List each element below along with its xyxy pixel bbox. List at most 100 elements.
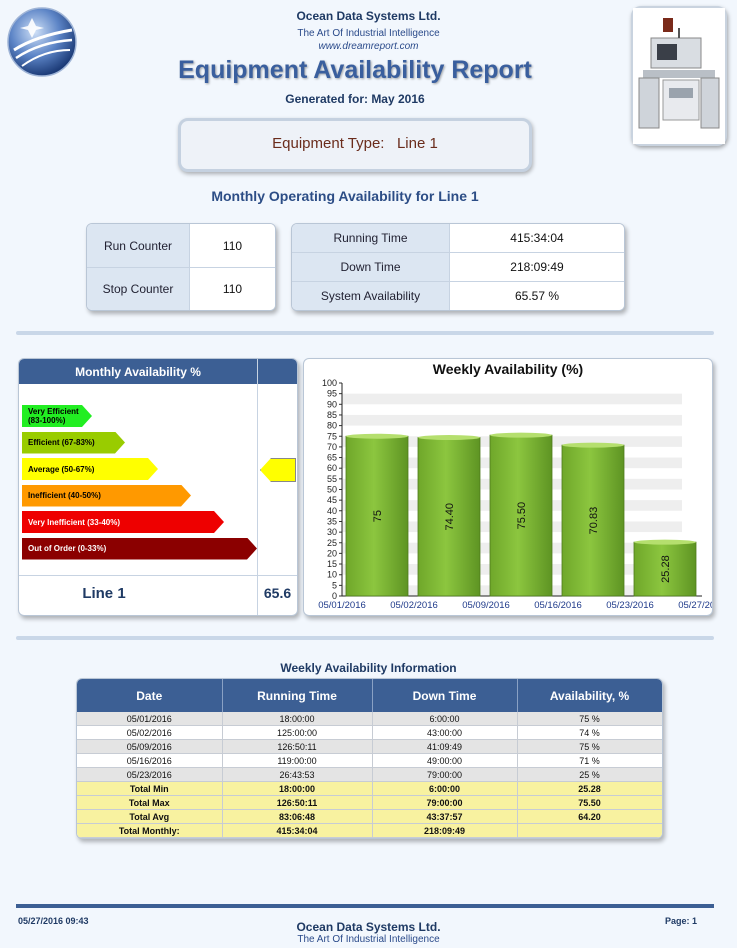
- grid-band: [342, 414, 682, 426]
- monthly-availability-panel: Monthly Availability % Very Efficient (8…: [18, 358, 298, 616]
- equipment-type-value: Line 1: [396, 135, 438, 152]
- monthly-availability-header-right: [258, 359, 297, 384]
- table-cell: 05/01/2016: [77, 712, 223, 726]
- table-cell: 05/02/2016: [77, 725, 223, 740]
- table-cell: 05/16/2016: [77, 753, 223, 768]
- footer-tagline: The Art Of Industrial Intelligence: [297, 934, 440, 945]
- y-tick-label: 5: [332, 580, 337, 590]
- table-cell: 43:00:00: [372, 725, 518, 740]
- chart-title: Weekly Availability (%): [432, 361, 584, 377]
- bar: [633, 541, 697, 597]
- summary-row: Total Min 18:00:00 6:00:00 25.28: [77, 781, 662, 796]
- y-tick-label: 45: [327, 495, 337, 505]
- footer-divider: [16, 904, 714, 908]
- summary-cell: Total Min: [77, 781, 223, 796]
- table-title: Weekly Availability Information: [280, 661, 457, 675]
- bar: [345, 435, 409, 597]
- footer-company: Ocean Data Systems Ltd.: [296, 920, 441, 934]
- summary-cell: Total Max: [77, 795, 223, 810]
- section-divider: [16, 331, 714, 335]
- company-name: Ocean Data Systems Ltd.: [296, 9, 441, 23]
- efficiency-level: Efficient (67-83%): [22, 432, 125, 454]
- monthly-availability-title: Monthly Availability %: [19, 359, 257, 384]
- summary-cell: 218:09:49: [372, 823, 518, 838]
- bar-cap: [490, 432, 552, 438]
- summary-cell: 43:37:57: [372, 809, 518, 824]
- table-cell: 6:00:00: [372, 712, 518, 726]
- monthly-heading: Monthly Operating Availability for Line …: [211, 188, 479, 204]
- bar-cap: [562, 442, 624, 448]
- summary-cell: [517, 823, 662, 838]
- table-cell: 49:00:00: [372, 753, 518, 768]
- x-tick-label: 05/16/2016: [534, 600, 582, 611]
- summary-cell: 75.50: [517, 795, 662, 810]
- y-tick-label: 0: [332, 591, 337, 601]
- summary-cell: Total Monthly:: [77, 823, 223, 838]
- bar-value-label: 74.40: [444, 503, 456, 531]
- column-header: Availability, %: [517, 679, 662, 712]
- system-availability-value: 65.57 %: [450, 282, 624, 310]
- table-cell: 05/09/2016: [77, 739, 223, 754]
- counters-panel: Run Counter 110 Stop Counter 110: [86, 223, 276, 311]
- table-cell: 125:00:00: [222, 725, 373, 740]
- summary-row: Total Max 126:50:11 79:00:00 75.50: [77, 795, 662, 810]
- summary-cell: 126:50:11: [222, 795, 373, 810]
- table-cell: 41:09:49: [372, 739, 518, 754]
- efficiency-level: Very Inefficient (33-40%): [22, 511, 224, 533]
- table-row: 05/16/2016 119:00:00 49:00:00 71 %: [77, 753, 662, 768]
- summary-cell: 6:00:00: [372, 781, 518, 796]
- table-cell: 75 %: [517, 712, 662, 726]
- system-availability-label: System Availability: [292, 282, 450, 310]
- bar-value-label: 75: [372, 510, 384, 522]
- chart-canvas: 0510152025303540455055606570758085909510…: [318, 378, 712, 611]
- table-cell: 119:00:00: [222, 753, 373, 768]
- table-cell: 18:00:00: [222, 712, 373, 726]
- y-tick-label: 80: [327, 421, 337, 431]
- efficiency-level: Very Efficient (83-100%): [22, 405, 92, 427]
- x-tick-label: 05/09/2016: [462, 600, 510, 611]
- table-cell: 74 %: [517, 725, 662, 740]
- efficiency-level: Inefficient (40-50%): [22, 485, 191, 507]
- running-time-value: 415:34:04: [450, 224, 624, 253]
- summary-row: Total Avg 83:06:48 43:37:57 64.20: [77, 809, 662, 824]
- run-counter-value: 110: [190, 224, 275, 268]
- efficiency-level: Out of Order (0-33%): [22, 538, 257, 560]
- bar: [417, 437, 481, 597]
- section-divider: [16, 636, 714, 640]
- company-tagline: The Art Of Industrial Intelligence: [297, 28, 440, 39]
- panel-divider: [19, 575, 297, 576]
- line-name: Line 1: [82, 585, 126, 602]
- summary-cell: 18:00:00: [222, 781, 373, 796]
- table-row: 05/02/2016 125:00:00 43:00:00 74 %: [77, 725, 662, 740]
- bar-cap: [634, 539, 696, 545]
- table-row: 05/23/2016 26:43:53 79:00:00 25 %: [77, 767, 662, 782]
- y-tick-label: 90: [327, 399, 337, 409]
- table-cell: 75 %: [517, 739, 662, 754]
- y-tick-label: 65: [327, 453, 337, 463]
- y-tick-label: 40: [327, 506, 337, 516]
- table-cell: 25 %: [517, 767, 662, 782]
- y-tick-label: 55: [327, 474, 337, 484]
- column-header: Date: [77, 679, 223, 712]
- table-cell: 79:00:00: [372, 767, 518, 782]
- column-header: Running Time: [222, 679, 373, 712]
- x-tick-label: 05/01/2016: [318, 600, 366, 611]
- summary-cell: 25.28: [517, 781, 662, 796]
- table-header-row: Date Running Time Down Time Availability, %: [77, 679, 662, 712]
- company-logo: [6, 6, 78, 78]
- stop-counter-label: Stop Counter: [87, 268, 190, 310]
- y-tick-label: 85: [327, 410, 337, 420]
- bar-cap: [346, 433, 408, 439]
- report-title: Equipment Availability Report: [178, 56, 532, 84]
- generated-for: Generated for: May 2016: [285, 92, 425, 106]
- bar-value-label: 70.83: [588, 507, 600, 535]
- bar-value-label: 75.50: [516, 502, 528, 530]
- table-cell: 126:50:11: [222, 739, 373, 754]
- table-row: 05/09/2016 126:50:11 41:09:49 75 %: [77, 739, 662, 754]
- times-panel: Running Time 415:34:04 Down Time 218:09:…: [291, 223, 625, 311]
- table-cell: 05/23/2016: [77, 767, 223, 782]
- y-tick-label: 100: [322, 378, 337, 388]
- summary-cell: 64.20: [517, 809, 662, 824]
- summary-cell: 79:00:00: [372, 795, 518, 810]
- summary-row: Total Monthly: 415:34:04 218:09:49: [77, 823, 662, 838]
